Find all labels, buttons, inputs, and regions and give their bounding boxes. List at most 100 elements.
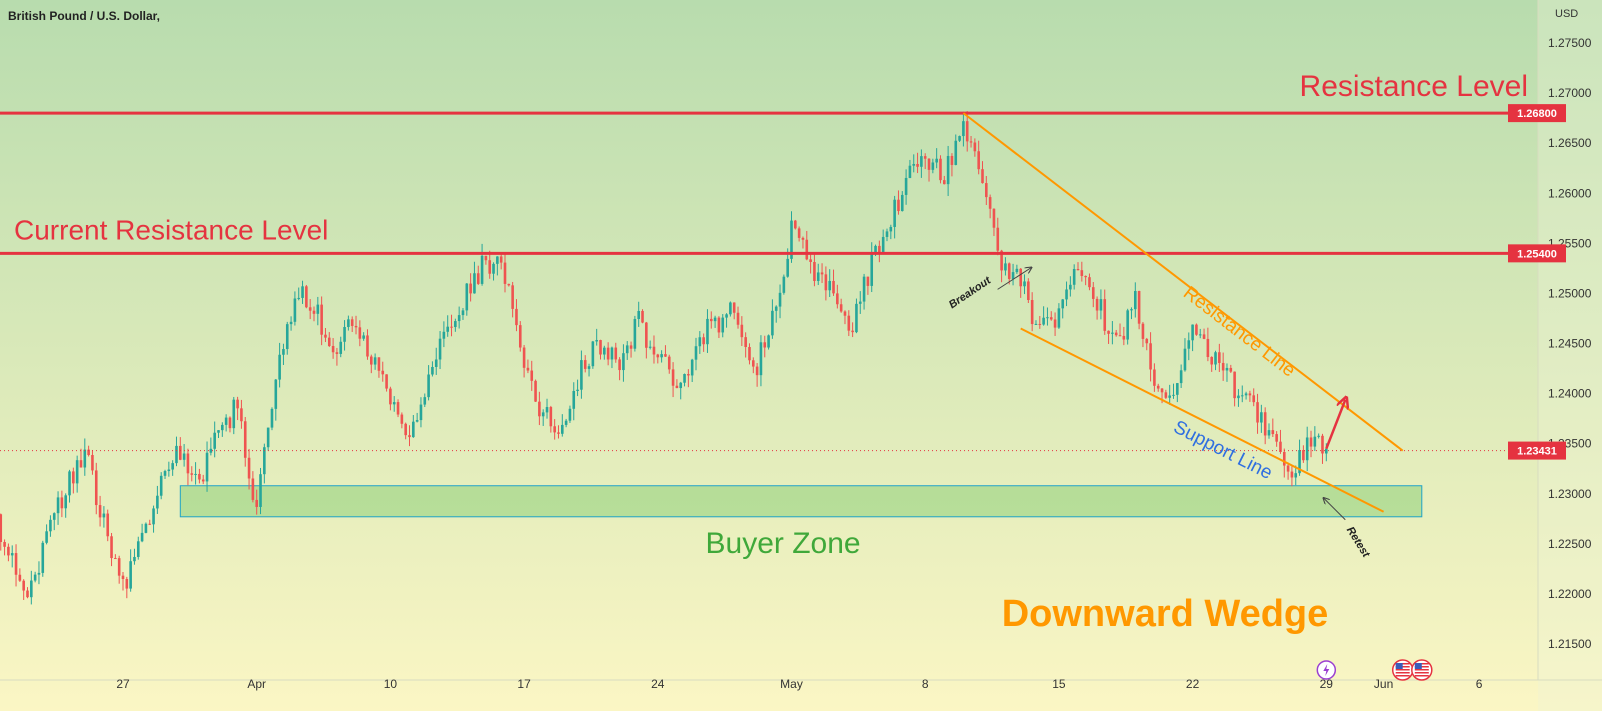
candle-body [622, 353, 625, 371]
candle-body [247, 457, 251, 479]
lightning-icon[interactable] [1316, 660, 1337, 680]
y-tick-label: 1.26000 [1548, 186, 1592, 200]
candle-body [1088, 277, 1091, 288]
candle-body [274, 379, 278, 409]
y-tick-label: 1.24000 [1548, 387, 1592, 401]
candle-body [683, 374, 686, 383]
candle-body [973, 142, 977, 152]
candle-body [847, 315, 851, 331]
candle-body [1000, 250, 1003, 271]
candle-body [721, 317, 725, 333]
candle-body [1275, 434, 1278, 442]
candle-body [874, 245, 877, 255]
candle-body [1248, 393, 1252, 396]
x-tick-label: 24 [651, 677, 665, 691]
candle-body [595, 340, 598, 342]
candle-body [916, 163, 919, 167]
candle-body [1080, 270, 1084, 276]
candle-body [641, 310, 644, 323]
candle-body [1317, 435, 1320, 437]
candle-body [1053, 319, 1057, 328]
candle-body [1195, 324, 1198, 335]
candle-body [503, 262, 507, 284]
candle-body [366, 335, 369, 357]
candle-body [133, 556, 136, 562]
candle-body [335, 352, 339, 354]
candle-body [561, 424, 564, 434]
candle-body [198, 473, 201, 480]
x-tick-label: 17 [517, 677, 531, 691]
candle-body [1061, 299, 1065, 309]
candle-body [610, 347, 614, 360]
candle-body [159, 475, 163, 496]
candle-body [943, 180, 946, 185]
projection-arrow [1325, 400, 1345, 450]
candle-body [221, 424, 224, 431]
candle-body [1187, 340, 1191, 349]
us-flag-icon[interactable] [1391, 659, 1414, 681]
candle-body [201, 479, 205, 482]
candle-body [1027, 281, 1030, 300]
candle-body [843, 311, 847, 316]
candle-body [618, 359, 621, 371]
candle-body [144, 523, 148, 533]
candle-body [965, 121, 969, 142]
candle-body [263, 447, 266, 475]
candle-body [232, 399, 236, 429]
candle-body [908, 165, 912, 178]
candle-body [797, 228, 801, 238]
candle-body [259, 474, 262, 507]
candle-body [866, 276, 870, 286]
candle-body [1103, 299, 1107, 331]
candle-body [83, 449, 87, 468]
candle-body [977, 151, 980, 170]
candle-body [1282, 451, 1286, 466]
candle-body [64, 495, 67, 509]
candle-body [26, 590, 29, 598]
candle-body [400, 414, 404, 424]
candle-body [117, 558, 121, 576]
candle-body [599, 340, 602, 355]
candle-body [763, 342, 767, 348]
candle-body [469, 283, 472, 294]
candle-body [625, 345, 629, 354]
candle-body [511, 285, 514, 309]
candle-body [790, 220, 793, 259]
candle-body [1294, 473, 1298, 478]
candle-body [958, 136, 961, 141]
x-tick-label: 27 [116, 677, 130, 691]
candle-body [816, 272, 820, 281]
candle-body [10, 553, 14, 556]
support-trendline[interactable] [1020, 327, 1385, 513]
candle-body [1237, 395, 1240, 399]
us-flag-icon[interactable] [1411, 659, 1433, 681]
candle-body [1321, 435, 1324, 454]
candle-body [480, 255, 484, 284]
candle-body [836, 293, 839, 305]
candle-body [969, 141, 973, 143]
candle-body [285, 324, 289, 350]
candle-body [316, 304, 320, 314]
candle-body [1153, 369, 1156, 386]
candle-body [49, 519, 52, 532]
currency-label: USD [1555, 8, 1578, 20]
candle-body [992, 208, 996, 228]
candle-body [129, 561, 132, 589]
y-tick-label: 1.27000 [1548, 86, 1592, 100]
candle-body [125, 578, 129, 589]
candle-body [182, 453, 186, 460]
candle-body [996, 227, 1000, 251]
candle-body [557, 432, 560, 434]
candle-body [935, 158, 938, 163]
buyer-zone-layer [179, 485, 1423, 518]
candle-body [541, 412, 545, 417]
current-price-tag: 1.23431 [1517, 446, 1557, 458]
resistance-trendline[interactable] [962, 112, 1404, 452]
candle-body [1229, 367, 1233, 372]
candle-body [1065, 289, 1068, 300]
candle-body [79, 460, 83, 468]
candle-body [320, 304, 323, 335]
candle-body [438, 338, 442, 360]
